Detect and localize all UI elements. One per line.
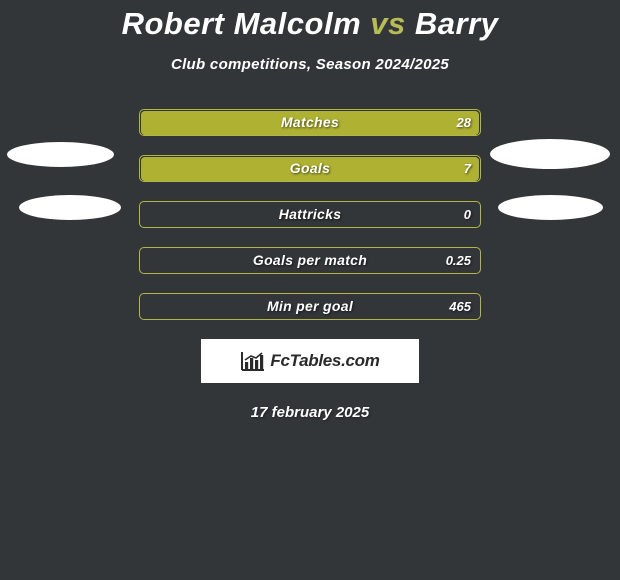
stat-row: Goals7 — [139, 155, 481, 182]
logo-text: FcTables.com — [270, 351, 379, 371]
bar-label: Goals — [139, 155, 481, 182]
bar-value: 0 — [464, 201, 471, 228]
bar-value: 28 — [457, 109, 471, 136]
player-slot-left-1 — [7, 142, 114, 167]
bar-value: 0.25 — [446, 247, 471, 274]
player-slot-right-2 — [498, 195, 603, 220]
stat-row: Hattricks0 — [139, 201, 481, 228]
chart-area: Matches28 Goals7 Hattricks0 Goals per match… — [0, 109, 620, 421]
logo-box: FcTables.com — [201, 339, 419, 383]
comparison-title: Robert Malcolm vs Barry — [0, 0, 620, 42]
player2-name: Barry — [415, 6, 499, 41]
player1-name: Robert Malcolm — [122, 6, 362, 41]
logo-inner: FcTables.com — [240, 350, 379, 372]
stat-row: Matches28 — [139, 109, 481, 136]
stat-row: Goals per match0.25 — [139, 247, 481, 274]
bar-chart-icon — [240, 350, 266, 372]
bar-label: Goals per match — [139, 247, 481, 274]
bar-value: 7 — [464, 155, 471, 182]
bar-label: Min per goal — [139, 293, 481, 320]
bar-label: Hattricks — [139, 201, 481, 228]
date-text: 17 february 2025 — [0, 404, 620, 421]
bar-label: Matches — [139, 109, 481, 136]
stat-row: Min per goal465 — [139, 293, 481, 320]
bar-value: 465 — [449, 293, 471, 320]
subtitle: Club competitions, Season 2024/2025 — [0, 56, 620, 73]
vs-separator: vs — [370, 6, 405, 41]
player-slot-left-2 — [19, 195, 121, 220]
player-slot-right-1 — [490, 139, 610, 169]
